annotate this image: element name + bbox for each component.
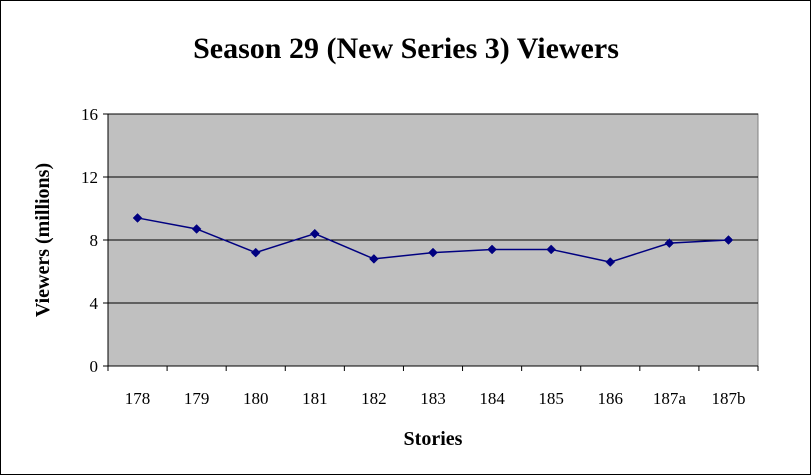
data-point-0-2 — [250, 247, 261, 258]
data-point-0-10 — [723, 235, 734, 245]
x-tick-label-10: 187b — [711, 389, 745, 408]
plot-area: 0 4 8 12 16 178 179 180 181 182 183 184 185 186 187a 18… — [81, 105, 759, 408]
y-tick-label-4: 16 — [81, 105, 98, 124]
x-axis-title: Stories — [404, 428, 463, 450]
x-tick-label-7: 185 — [538, 389, 564, 408]
data-point-0-0 — [132, 213, 143, 223]
data-point-0-1 — [191, 224, 202, 234]
data-point-0-8 — [605, 257, 616, 267]
y-tick-label-1: 4 — [90, 294, 99, 313]
y-tick-label-2: 8 — [90, 231, 99, 250]
x-tick-label-1: 179 — [184, 389, 210, 408]
chart-title: Season 29 (New Series 3) Viewers — [193, 32, 619, 65]
x-tick-label-9: 187a — [653, 389, 687, 408]
x-tick-label-6: 184 — [479, 389, 505, 408]
x-tick-label-8: 186 — [598, 389, 624, 408]
x-tick-label-3: 181 — [302, 389, 328, 408]
data-point-0-3 — [309, 228, 320, 239]
x-tick-label-4: 182 — [361, 389, 387, 408]
y-tick-label-3: 12 — [81, 168, 98, 187]
x-tick-label-2: 180 — [243, 389, 269, 408]
x-tick-label-0: 178 — [125, 389, 151, 408]
data-point-0-6 — [487, 244, 497, 255]
data-point-0-9 — [664, 238, 675, 249]
data-point-0-5 — [428, 247, 438, 258]
y-axis-title: Viewers (millions) — [32, 163, 54, 317]
data-point-0-7 — [546, 244, 557, 255]
x-tick-label-5: 183 — [420, 389, 446, 408]
data-point-0-4 — [369, 254, 379, 264]
y-tick-label-0: 0 — [90, 357, 99, 376]
